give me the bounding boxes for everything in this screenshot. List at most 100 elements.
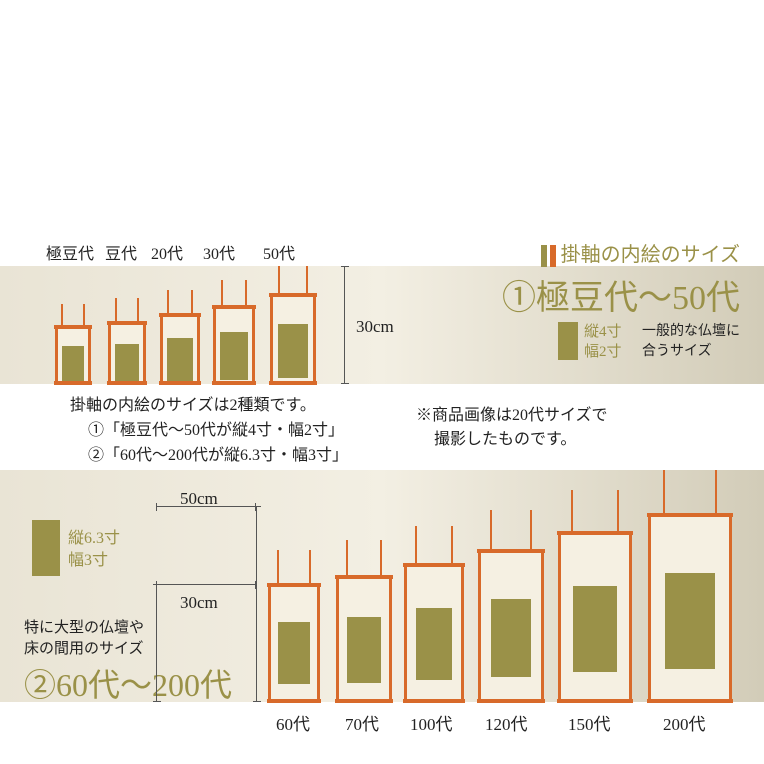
mid-l3: ②「60代～200代が縦6.3寸・幅3寸」 (70, 444, 348, 469)
dim-line-30cm-v (156, 584, 157, 702)
top-bar (403, 563, 465, 567)
scroll-body (213, 306, 255, 384)
scroll-body (478, 550, 544, 702)
note-l1: 特に大型の仏壇や (24, 620, 144, 636)
circled-num: ② (24, 667, 56, 703)
legend-l2: 幅3寸 (68, 552, 108, 569)
bottom-bar (54, 381, 92, 385)
top-bar (477, 549, 545, 553)
bottom-bar (269, 381, 317, 385)
legend-l1: 縦4寸 (584, 324, 622, 340)
label: 豆代 (98, 240, 144, 264)
hanging-scroll (404, 526, 464, 702)
top-bar (54, 325, 92, 329)
inner-picture (278, 324, 308, 378)
top-bar (647, 513, 733, 517)
inner-picture (167, 338, 193, 382)
inner-picture (416, 608, 452, 680)
section1-heading-big: ①極豆代～50代 (502, 270, 740, 319)
scroll-body (270, 294, 316, 384)
top-bar (212, 305, 256, 309)
label: 30代 (190, 240, 248, 264)
dim-line-50cm-v (256, 506, 257, 702)
bottom-bar (477, 699, 545, 703)
mid-note-l1: ※商品画像は20代サイズで (416, 407, 608, 424)
label: 60代 (276, 712, 310, 738)
top-bar (557, 531, 633, 535)
bottom-bar (267, 699, 321, 703)
hanging-scroll (268, 550, 320, 702)
section2-legend-swatch (32, 520, 60, 576)
bottom-bar (107, 381, 147, 385)
scroll-body (160, 314, 200, 384)
note-l2: 合うサイズ (642, 344, 712, 359)
mid-l2: ①「極豆代～50代が縦4寸・幅2寸」 (70, 419, 344, 444)
bottom-bar (159, 381, 201, 385)
label: 100代 (410, 712, 453, 738)
note-l2: 床の間用のサイズ (24, 641, 144, 657)
inner-picture (278, 622, 310, 684)
note-l1: 一般的な仏壇に (642, 324, 740, 339)
hanging-scroll (478, 510, 544, 702)
scroll-body (336, 576, 392, 702)
label: 70代 (345, 712, 379, 738)
top-bar (107, 321, 147, 325)
section1-legend-text: 縦4寸 幅2寸 (584, 322, 622, 363)
hanging-scroll (558, 490, 632, 702)
circled-num: ① (502, 280, 536, 317)
bottom-bar (212, 381, 256, 385)
mid-note-block: ※商品画像は20代サイズで 撮影したものです。 (416, 404, 608, 452)
section1-note: 一般的な仏壇に 合うサイズ (642, 322, 740, 361)
bottom-bar (647, 699, 733, 703)
scroll-body (648, 514, 732, 702)
scroll-body (558, 532, 632, 702)
label: 200代 (663, 712, 706, 738)
section2-note: 特に大型の仏壇や 床の間用のサイズ (24, 618, 144, 660)
bottom-bar (557, 699, 633, 703)
mid-text-block: 掛軸の内絵のサイズは2種類です。 ①「極豆代～50代が縦4寸・幅2寸」 ②「60… (70, 394, 348, 468)
mid-note-l2: 撮影したものです。 (416, 428, 576, 452)
inner-picture (573, 586, 617, 672)
scroll-body (108, 322, 146, 384)
section1-heading-small: 掛軸の内絵のサイズ (541, 238, 740, 267)
hanging-scroll (160, 290, 200, 384)
legend-l2: 幅2寸 (584, 344, 622, 360)
top-bar (267, 583, 321, 587)
top-bar (335, 575, 393, 579)
label: 50代 (248, 240, 310, 264)
dim-label-50cm: 50cm (180, 486, 218, 512)
hanging-scroll (213, 280, 255, 384)
scroll-body (268, 584, 320, 702)
inner-picture (665, 573, 715, 669)
heading-small-text: 掛軸の内絵のサイズ (561, 244, 740, 266)
inner-picture (62, 346, 84, 384)
dim-label-30cm-top: 30cm (356, 314, 394, 340)
section2-heading-big: ②60代～200代 (24, 660, 232, 706)
label: 極豆代 (42, 240, 98, 264)
hanging-scroll (336, 540, 392, 702)
top-bar (159, 313, 201, 317)
legend-l1: 縦6.3寸 (68, 530, 120, 547)
hanging-scroll (55, 304, 91, 384)
title-bars-icon (541, 245, 556, 267)
top-bar (269, 293, 317, 297)
inner-picture (347, 617, 381, 683)
label: 20代 (144, 240, 190, 264)
dim-line-30cm-top (344, 266, 345, 384)
section1-top-labels: 極豆代 豆代 20代 30代 50代 (42, 240, 310, 264)
label: 150代 (568, 712, 611, 738)
inner-picture (491, 599, 531, 677)
bottom-bar (403, 699, 465, 703)
label: 120代 (485, 712, 528, 738)
scroll-body (55, 326, 91, 384)
heading-big-text: 60代～200代 (56, 667, 232, 703)
heading-big-text: 極豆代～50代 (536, 280, 740, 317)
dim-h-30cm (156, 584, 256, 585)
section2-legend-text: 縦6.3寸 幅3寸 (68, 528, 120, 571)
section1-legend-swatch (558, 322, 578, 360)
hanging-scroll (108, 298, 146, 384)
scroll-body (404, 564, 464, 702)
inner-picture (220, 332, 248, 380)
bottom-bar (335, 699, 393, 703)
inner-picture (115, 344, 139, 384)
